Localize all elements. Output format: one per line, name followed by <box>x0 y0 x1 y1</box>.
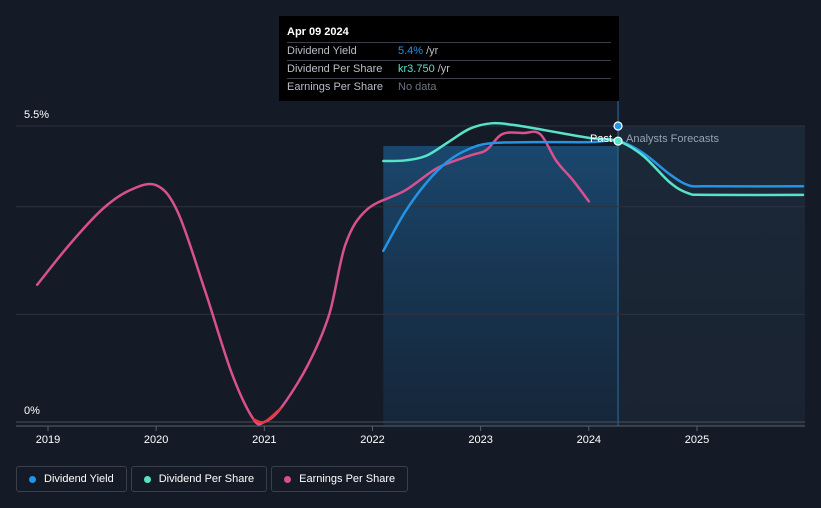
tooltip-row-earnings-per-share: Earnings Per Share No data <box>287 79 611 96</box>
tooltip-row-label: Dividend Per Share <box>287 63 383 75</box>
legend: Dividend Yield Dividend Per Share Earnin… <box>16 466 409 492</box>
tooltip-row-unit: /yr <box>426 45 439 57</box>
series-line-earnings-per-share <box>35 130 591 426</box>
tooltip-row-nodata: No data <box>398 81 437 93</box>
x-tick-label: 2023 <box>468 434 492 446</box>
tooltip: Apr 09 2024 Dividend Yield 5.4% /yr Divi… <box>279 16 619 101</box>
x-tick-label: 2020 <box>144 434 168 446</box>
marker-dividend-yield <box>613 121 623 131</box>
y-axis-label: 5.5% <box>24 109 49 121</box>
marker-dividend-per-share <box>613 136 623 146</box>
tooltip-row-value: 5.4% <box>398 45 424 57</box>
tooltip-row-dividend-yield: Dividend Yield 5.4% /yr <box>287 43 611 61</box>
forecast-label: Analysts Forecasts <box>626 133 719 145</box>
tooltip-date: Apr 09 2024 <box>287 22 611 43</box>
legend-dot-icon <box>29 475 36 483</box>
legend-item-dividend-yield[interactable]: Dividend Yield <box>16 466 127 492</box>
legend-item-earnings-per-share[interactable]: Earnings Per Share <box>271 466 409 492</box>
legend-dot-icon <box>143 475 151 483</box>
legend-label: Dividend Per Share <box>158 473 255 485</box>
tooltip-row-value: kr3.750 <box>398 63 435 75</box>
y-axis-label: 0% <box>24 405 40 417</box>
series-line-earnings-per-share-negative-segment <box>252 407 282 424</box>
past-shaded-band <box>383 146 619 426</box>
tooltip-row-dividend-per-share: Dividend Per Share kr3.750 /yr <box>287 61 611 79</box>
tooltip-row-label: Earnings Per Share <box>287 81 383 93</box>
legend-label: Dividend Yield <box>44 473 114 485</box>
x-tick-label: 2024 <box>577 434 601 446</box>
x-tick-label: 2022 <box>360 434 384 446</box>
x-tick-label: 2021 <box>252 434 276 446</box>
x-tick-label: 2025 <box>685 434 709 446</box>
past-label: Past <box>590 133 612 145</box>
x-tick-label: 2019 <box>36 434 60 446</box>
forecast-shaded-area <box>618 126 805 426</box>
series-line-dividend-yield <box>382 139 805 253</box>
legend-dot-icon <box>284 475 292 483</box>
tooltip-row-unit: /yr <box>437 63 450 75</box>
legend-label: Earnings Per Share <box>299 473 396 485</box>
series-line-dividend-per-share <box>382 121 805 197</box>
legend-item-dividend-per-share[interactable]: Dividend Per Share <box>130 466 268 492</box>
tooltip-row-label: Dividend Yield <box>287 45 357 57</box>
